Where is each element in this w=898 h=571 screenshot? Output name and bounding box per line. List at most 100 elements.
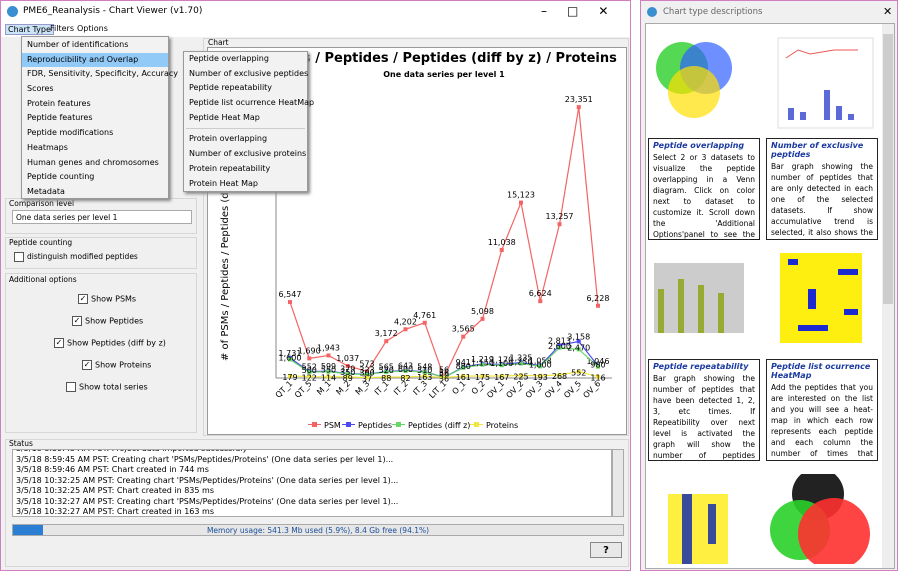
value-label: 225 [513,372,528,381]
menu-item[interactable]: Peptide list ocurrence HeatMap [189,98,315,108]
menu[interactable]: Options [77,24,108,33]
menu[interactable]: Filters [50,24,74,33]
value-label: 2,470 [567,343,590,352]
checkbox-row[interactable]: ✓ Show Peptides [72,316,143,326]
point [499,363,504,368]
menu-item[interactable]: Metadata [27,186,65,196]
menu-item[interactable]: Protein overlapping [189,134,268,144]
checkbox-row[interactable]: ✓ Show Peptides (diff by z) [54,338,166,348]
value-label: 1,037 [336,354,359,363]
value-label: 552 [302,363,317,372]
menu-item[interactable]: Peptide overlapping [189,54,269,63]
value-label: 1,690 [298,346,321,355]
checkbox-row[interactable]: Show total series [66,382,148,392]
x-tick-label: QT_1 [274,379,295,400]
menu-item[interactable]: Peptide counting [27,172,95,182]
point [576,105,581,110]
menu-item[interactable]: Scores [27,84,54,94]
value-label: 643 [398,362,413,371]
value-label: 520 [379,366,394,375]
menu-item[interactable]: Human genes and chromosomes [27,157,159,167]
value-label: 163 [417,373,432,382]
point [345,371,350,376]
point [288,357,292,362]
menu-item[interactable]: Peptide features [27,113,93,123]
point [442,375,446,380]
point [519,361,523,366]
point [326,353,331,358]
legend-label: Proteins [486,421,518,430]
chart-panel: Chart [203,38,629,436]
point [365,372,369,377]
checkbox-row[interactable]: distinguish modified peptides [14,252,138,262]
value-label: 193 [533,373,548,382]
checkbox-label: Show Peptides (diff by z) [67,338,166,348]
value-label: 1,250 [510,358,533,367]
group-title: Comparison level [9,199,75,208]
point [480,362,485,367]
point [596,374,600,379]
log-line: 3/5/18 10:32:25 AM PST: Chart created in… [16,486,214,495]
value-label: 4,202 [394,317,417,326]
value-label: 56 [439,368,449,377]
point [365,375,369,380]
group-title: Status [9,439,33,448]
legend-label: Peptides [358,421,392,430]
x-tick-label: OV_4 [543,379,564,400]
checkbox-label: distinguish modified peptides [27,252,138,261]
point [326,374,331,379]
menu-item[interactable]: Number of identifications [27,40,129,49]
menu-item[interactable]: Protein Heat Map [189,178,258,188]
scrollbar[interactable] [612,449,624,517]
value-label: 1,600 [279,353,302,362]
checkbox-row[interactable]: ✓ Show Proteins [82,360,151,370]
point [403,369,408,374]
value-label: 1,046 [587,357,610,366]
menu-item[interactable]: Peptide Heat Map [189,112,260,122]
value-label: 6,624 [529,289,552,298]
menu-item[interactable]: Protein repeatability [189,163,271,173]
descriptions-window: Chart type descriptions ✕ Peptide overla… [640,0,898,571]
value-label: 552 [571,369,586,378]
window-title: PME6_Reanalysis - Chart Viewer (v1.70) [23,6,203,16]
close-button[interactable]: ✕ [883,5,893,18]
checkbox-row[interactable]: distinguish modified peptides [14,252,138,262]
value-label: 573 [359,359,374,368]
help-button[interactable]: ? [590,542,622,558]
value-label: 6,228 [587,294,610,303]
dropdown[interactable]: One data series per level 1 [12,210,192,224]
menu-item[interactable]: Reproducibility and Overlap [22,52,168,68]
value-label: 300 [359,369,374,378]
value-label: 6,547 [279,290,302,299]
menu-item[interactable]: Heatmaps [27,142,68,152]
point [499,374,504,379]
card-text: Select 2 or 3 datasets to visualize the … [653,153,755,239]
menu-item[interactable]: Protein features [27,98,91,108]
menu[interactable]: Chart Type [5,24,54,35]
value-label: 1,335 [510,354,533,363]
menu-item[interactable]: Peptide modifications [27,128,114,138]
menu-item[interactable]: Number of exclusive peptides [189,68,309,78]
menu-item[interactable]: Peptide repeatability [189,83,273,93]
log-line: 3/5/18 10:32:25 AM PST: Creating chart '… [16,475,399,485]
value-label: 980 [590,361,605,370]
point [403,327,408,332]
log-line: 3/5/18 8:59:45 AM PST: Creating chart 'P… [16,454,394,464]
point [557,345,562,350]
app-icon [647,7,657,17]
point [538,364,543,369]
checkbox-row[interactable]: ✓ Show PSMs [78,294,136,304]
scrollbar[interactable] [882,24,894,568]
point [576,369,581,374]
value-label: 880 [456,362,471,371]
value-label: 268 [552,372,567,381]
menu-item[interactable]: Number of exclusive proteins [189,149,307,159]
memory-bar: Memory usage: 541.3 Mb used (5.9%), 8.4 … [12,524,624,536]
value-label: 23,351 [565,95,593,104]
value-label: 13,257 [546,212,574,221]
x-tick-label: OV_3 [524,379,545,400]
value-label: 56 [439,365,449,374]
value-label: 89 [343,374,353,383]
menu-item[interactable]: FDR, Sensitivity, Specificity, Accuracy [27,69,178,79]
window-controls[interactable]: –□✕ [541,4,629,18]
